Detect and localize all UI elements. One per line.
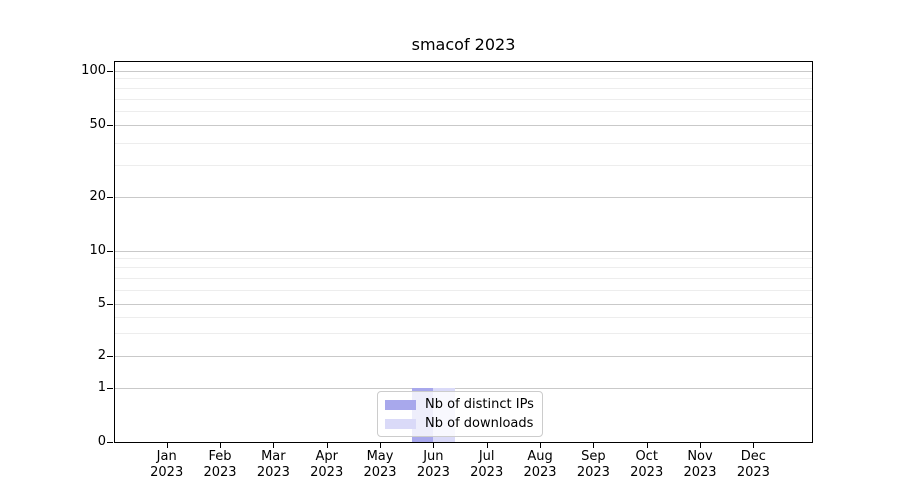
gridline-minor-8: [115, 267, 812, 269]
x-tick-6: [486, 443, 488, 448]
month-label: Jun: [423, 449, 444, 464]
gridline-minor-30: [115, 165, 812, 167]
x-tick-7: [540, 443, 542, 448]
x-tick-label-10: Nov 2023: [668, 449, 732, 481]
y-tick-label-1: 1: [97, 380, 106, 396]
month-label: Aug: [527, 449, 553, 464]
x-tick-2: [273, 443, 275, 448]
y-tick-label-0: 0: [97, 434, 106, 449]
y-tick-label-100: 100: [81, 63, 106, 78]
gridline-10: [115, 251, 812, 252]
y-tick-10: [107, 251, 113, 252]
x-tick-5: [433, 443, 435, 448]
month-label: Sep: [581, 449, 606, 464]
chart-title: smacof 2023: [411, 35, 516, 54]
gridline-1: [115, 388, 812, 390]
gridline-2: [115, 356, 812, 357]
x-tick-3: [326, 443, 328, 448]
gridline-minor-9: [115, 257, 812, 259]
month-label: Mar: [261, 449, 286, 464]
gridline-minor-60: [115, 111, 812, 112]
legend-entry-1: Nb of downloads: [385, 416, 535, 431]
x-tick-label-11: Dec 2023: [721, 449, 785, 481]
gridline-minor-7: [115, 278, 812, 280]
year-label: 2023: [150, 465, 184, 480]
year-label: 2023: [523, 465, 557, 480]
gridline-20: [115, 196, 812, 198]
month-label: Feb: [208, 449, 232, 464]
year-label: 2023: [683, 465, 717, 480]
year-label: 2023: [203, 465, 237, 480]
y-tick-label-2: 2: [97, 348, 106, 363]
gridline-minor-70: [115, 99, 812, 100]
month-label: Apr: [315, 449, 338, 464]
gridline-minor-3: [115, 332, 812, 334]
x-tick-label-2: Mar 2023: [241, 449, 305, 481]
gridline-minor-4: [115, 316, 812, 318]
y-tick-1: [107, 388, 113, 390]
gridline-5: [115, 303, 812, 305]
month-label: May: [366, 449, 394, 464]
x-tick-4: [380, 443, 382, 448]
month-label: Oct: [635, 449, 658, 464]
x-tick-1: [220, 443, 222, 448]
gridline-minor-90: [115, 77, 812, 79]
y-tick-5: [107, 303, 113, 305]
year-label: 2023: [416, 465, 450, 480]
x-tick-label-5: Jun 2023: [401, 449, 465, 481]
legend-swatch-1: [385, 418, 416, 429]
y-tick-label-5: 5: [97, 295, 106, 311]
year-label: 2023: [630, 465, 664, 480]
x-tick-label-1: Feb 2023: [188, 449, 252, 481]
gridline-minor-80: [115, 87, 812, 89]
year-label: 2023: [256, 465, 290, 480]
y-tick-label-50: 50: [89, 117, 106, 133]
x-tick-label-7: Aug 2023: [508, 449, 572, 481]
gridline-50: [115, 125, 812, 127]
legend-entry-0: Nb of distinct IPs: [385, 397, 535, 412]
year-label: 2023: [310, 465, 344, 480]
y-tick-50: [107, 125, 113, 127]
x-tick-label-0: Jan 2023: [135, 449, 199, 481]
x-tick-9: [646, 443, 648, 448]
y-tick-label-20: 20: [89, 188, 106, 204]
year-label: 2023: [363, 465, 397, 480]
legend: Nb of distinct IPs Nb of downloads: [377, 391, 543, 437]
y-tick-2: [107, 356, 113, 357]
gridline-minor-6: [115, 289, 812, 291]
x-tick-0: [166, 443, 168, 448]
year-label: 2023: [470, 465, 504, 480]
plot-area: [114, 61, 813, 443]
y-tick-100: [107, 71, 113, 72]
y-tick-0: [107, 442, 113, 443]
x-tick-8: [593, 443, 595, 448]
month-label: Jan: [156, 449, 177, 464]
year-label: 2023: [576, 465, 610, 480]
x-tick-label-4: May 2023: [348, 449, 412, 481]
gridline-minor-40: [115, 142, 812, 144]
year-label: 2023: [736, 465, 770, 480]
x-tick-11: [753, 443, 755, 448]
legend-label-1: Nb of downloads: [425, 416, 534, 431]
x-tick-label-9: Oct 2023: [615, 449, 679, 481]
month-label: Dec: [740, 449, 766, 464]
y-tick-20: [107, 196, 113, 198]
x-tick-10: [700, 443, 702, 448]
x-tick-label-3: Apr 2023: [295, 449, 359, 481]
legend-label-0: Nb of distinct IPs: [425, 397, 534, 412]
month-label: Nov: [687, 449, 713, 464]
y-tick-label-10: 10: [89, 243, 106, 258]
legend-swatch-0: [385, 399, 416, 410]
x-tick-label-8: Sep 2023: [561, 449, 625, 481]
gridline-100: [115, 71, 812, 72]
x-tick-label-6: Jul 2023: [455, 449, 519, 481]
month-label: Jul: [478, 449, 495, 464]
